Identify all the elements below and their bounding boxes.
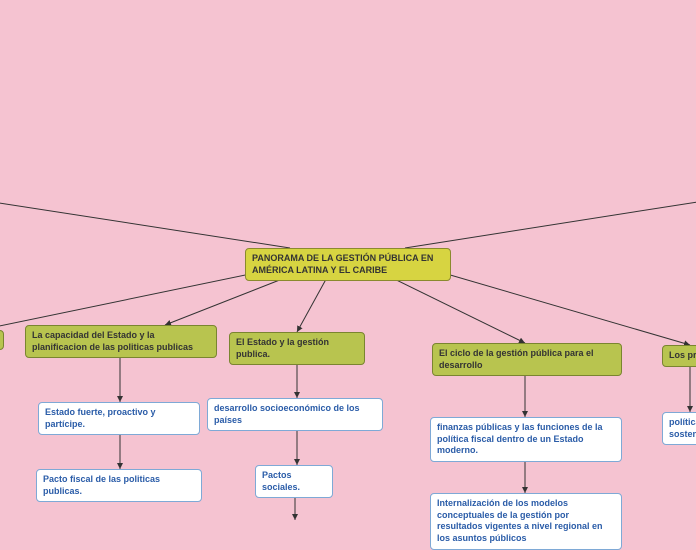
branch-node-3: El ciclo de la gestión pública para el d… <box>432 343 622 376</box>
leaf-node-0: Estado fuerte, proactivo y partícipe. <box>38 402 200 435</box>
leaf-node-4: finanzas públicas y las funciones de la … <box>430 417 622 462</box>
leaf-node-1: Pacto fiscal de las politicas publicas. <box>36 469 202 502</box>
diagram-canvas: PANORAMA DE LA GESTIÓN PÚBLICA EN AMÉRIC… <box>0 0 696 520</box>
branch-node-1: La capacidad del Estado y la planificaci… <box>25 325 217 358</box>
branch-node-2: El Estado y la gestión publica. <box>229 332 365 365</box>
branch-node-0 <box>0 330 4 350</box>
leaf-node-6: política sosteni <box>662 412 696 445</box>
root-node: PANORAMA DE LA GESTIÓN PÚBLICA EN AMÉRIC… <box>245 248 451 281</box>
branch-node-4: Los pr <box>662 345 696 367</box>
leaf-node-5: Internalización de los modelos conceptua… <box>430 493 622 550</box>
leaf-node-3: Pactos sociales. <box>255 465 333 498</box>
leaf-node-2: desarrollo socioeconómico de los países <box>207 398 383 431</box>
